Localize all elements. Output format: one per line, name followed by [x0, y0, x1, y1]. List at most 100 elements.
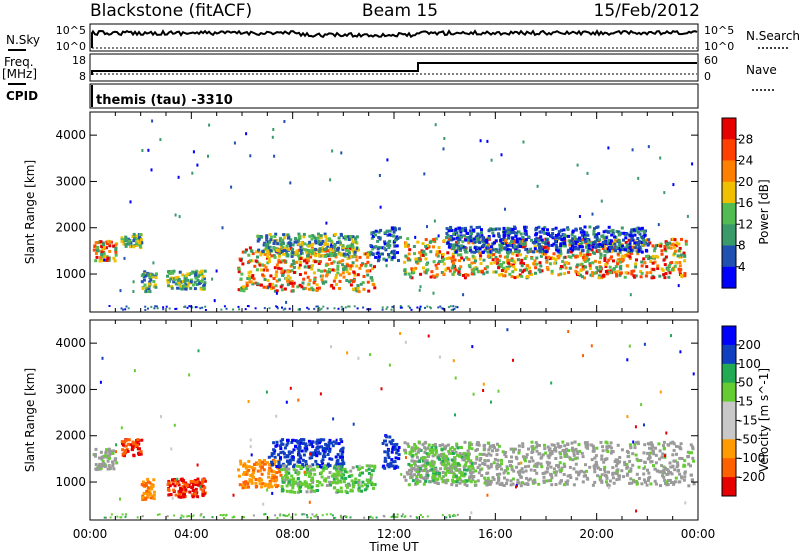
range-cell [505, 478, 509, 482]
range-cell [258, 465, 262, 468]
range-cell [307, 308, 310, 311]
range-cell [587, 244, 591, 248]
range-cell [282, 252, 286, 256]
range-cell [637, 242, 641, 246]
range-cell [501, 238, 505, 242]
range-cell [618, 248, 622, 252]
range-cell [113, 259, 117, 263]
range-cell [296, 477, 300, 480]
range-cell [193, 287, 197, 291]
range-cell [95, 255, 99, 259]
range-cell [442, 257, 446, 261]
range-cell [178, 270, 182, 274]
range-cell [445, 236, 448, 240]
range-cell [615, 464, 618, 468]
range-cell [634, 453, 638, 457]
range-cell [329, 178, 332, 182]
range-cell [672, 183, 675, 187]
range-cell [679, 253, 683, 257]
range-cell [462, 234, 466, 238]
range-cell [327, 254, 331, 258]
range-cell [181, 480, 185, 484]
range-cell [637, 230, 640, 234]
range-cell [432, 291, 435, 295]
range-cell [279, 473, 283, 477]
range-cell [296, 285, 300, 289]
range-cell [141, 273, 145, 276]
range-cell [671, 440, 675, 444]
range-cell [179, 280, 183, 284]
range-cell [286, 460, 290, 463]
range-cell [337, 466, 341, 470]
range-cell [265, 461, 269, 465]
range-cell [290, 254, 294, 258]
range-cell [453, 465, 457, 469]
range-cell [601, 234, 605, 238]
range-cell [330, 241, 334, 245]
range-cell [324, 280, 328, 284]
range-cell [104, 451, 108, 455]
range-cell [399, 332, 402, 335]
range-cell [199, 487, 203, 491]
range-cell [384, 258, 388, 262]
range-cell [635, 258, 638, 262]
range-cell [475, 226, 479, 229]
range-cell [435, 273, 439, 277]
range-cell [467, 459, 471, 463]
range-cell [630, 251, 634, 255]
range-cell [370, 278, 374, 282]
range-cell [342, 480, 346, 484]
range-cell [105, 448, 108, 452]
range-cell [643, 233, 647, 237]
range-cell [651, 449, 655, 453]
range-cell [435, 481, 439, 485]
range-cell [366, 273, 370, 277]
range-cell [458, 481, 462, 485]
range-cell [430, 270, 434, 274]
range-cell [342, 462, 346, 466]
range-cell [509, 483, 513, 487]
range-cell [306, 465, 310, 469]
range-cell [141, 480, 145, 484]
range-cell [310, 516, 312, 519]
range-cell [528, 270, 532, 274]
range-cell [485, 472, 489, 475]
range-cell [113, 458, 117, 462]
range-cell [414, 445, 418, 448]
range-cell [583, 276, 586, 280]
range-cell [412, 461, 416, 465]
range-cell [447, 449, 451, 453]
range-cell [275, 471, 279, 475]
range-cell [302, 438, 306, 442]
range-cell [600, 457, 604, 461]
range-cell [359, 482, 362, 486]
range-cell [552, 467, 556, 471]
range-cell [423, 172, 426, 176]
range-cell [307, 259, 310, 263]
range-cell [467, 465, 471, 469]
range-cell [450, 483, 454, 487]
range-cell [316, 484, 320, 488]
range-cell [352, 422, 355, 426]
range-cell [346, 256, 350, 260]
range-cell [368, 516, 371, 519]
range-cell [428, 240, 432, 244]
range-cell [498, 472, 502, 476]
range-cell [272, 277, 276, 280]
range-cell [98, 464, 102, 468]
range-cell [144, 305, 147, 308]
range-cell [336, 264, 340, 268]
range-cell [294, 513, 297, 516]
range-cell [189, 479, 193, 483]
range-cell [466, 449, 470, 453]
range-cell [241, 262, 245, 266]
range-cell [167, 270, 170, 274]
range-cell [345, 470, 349, 474]
range-cell [499, 248, 503, 252]
range-cell [573, 457, 577, 461]
range-cell [574, 237, 578, 241]
range-cell [671, 268, 674, 272]
range-cell [582, 354, 584, 358]
range-cell [132, 236, 136, 240]
range-cell [496, 458, 500, 462]
